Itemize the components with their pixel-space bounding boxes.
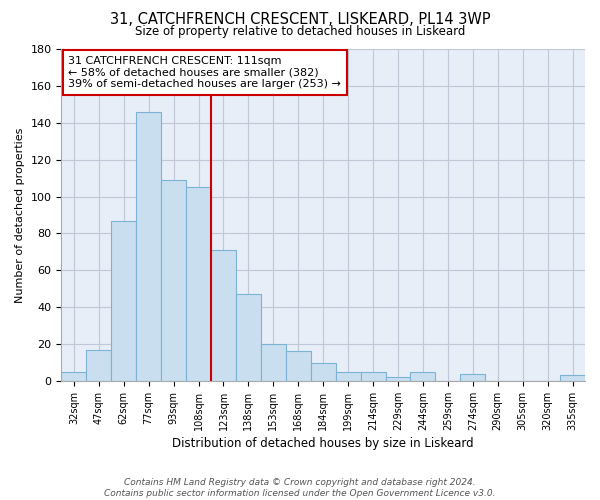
Bar [286, 352, 311, 381]
Bar [161, 180, 186, 381]
Bar [386, 378, 410, 381]
Bar [410, 372, 436, 381]
Bar [261, 344, 286, 381]
Bar [460, 374, 485, 381]
Bar [111, 220, 136, 381]
Bar [211, 250, 236, 381]
Bar [186, 188, 211, 381]
Bar [361, 372, 386, 381]
Text: Contains HM Land Registry data © Crown copyright and database right 2024.
Contai: Contains HM Land Registry data © Crown c… [104, 478, 496, 498]
Bar [86, 350, 111, 381]
Text: 31 CATCHFRENCH CRESCENT: 111sqm
← 58% of detached houses are smaller (382)
39% o: 31 CATCHFRENCH CRESCENT: 111sqm ← 58% of… [68, 56, 341, 89]
Bar [335, 372, 361, 381]
Bar [311, 362, 335, 381]
X-axis label: Distribution of detached houses by size in Liskeard: Distribution of detached houses by size … [172, 437, 474, 450]
Text: Size of property relative to detached houses in Liskeard: Size of property relative to detached ho… [135, 25, 465, 38]
Text: 31, CATCHFRENCH CRESCENT, LISKEARD, PL14 3WP: 31, CATCHFRENCH CRESCENT, LISKEARD, PL14… [110, 12, 490, 28]
Bar [136, 112, 161, 381]
Y-axis label: Number of detached properties: Number of detached properties [15, 128, 25, 302]
Bar [560, 376, 585, 381]
Bar [61, 372, 86, 381]
Bar [236, 294, 261, 381]
